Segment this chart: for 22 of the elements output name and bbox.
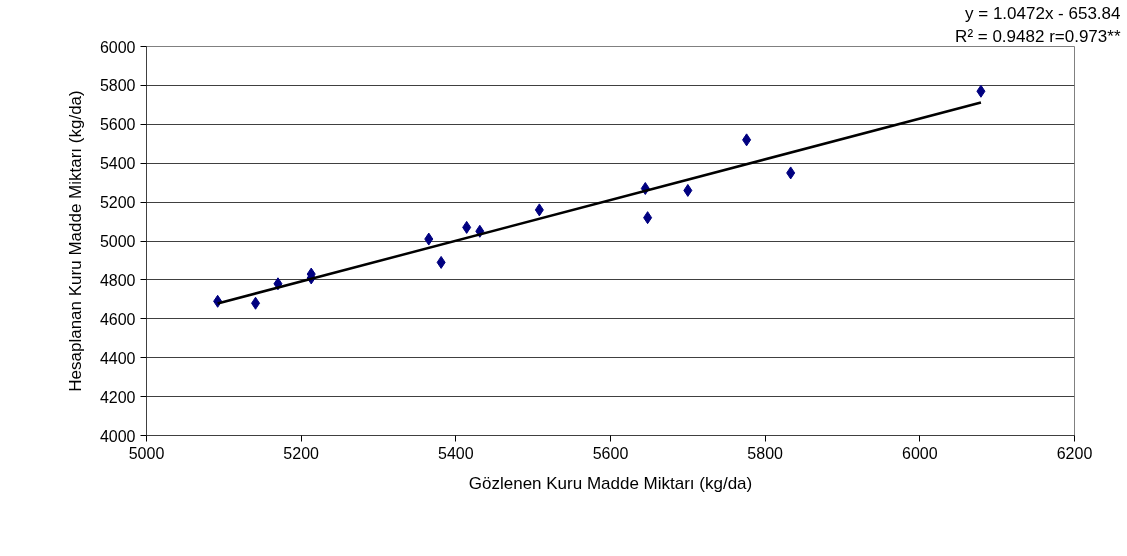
x-tick-label: 5000 <box>128 444 165 462</box>
y-tick-label: 5000 <box>99 233 136 250</box>
y-tick-label: 4000 <box>99 427 136 445</box>
y-tick-label: 4200 <box>99 388 136 406</box>
text: y = 1.0472x - 653.84 <box>965 3 1121 23</box>
x-tick-label: 5200 <box>283 444 320 462</box>
x-tick-label: 5400 <box>438 444 474 462</box>
x-axis-title: Gözlenen Kuru Madde Miktarı (kg/da) <box>468 473 753 493</box>
x-tick-label: 6000 <box>902 444 938 462</box>
y-tick-label: 4800 <box>99 271 136 289</box>
y-tick-label: 4400 <box>99 349 136 367</box>
y-tick-label: 5800 <box>99 77 136 95</box>
x-tick-label: 5600 <box>592 444 629 462</box>
x-tick-label: 5800 <box>747 444 784 462</box>
y-tick-label: 4600 <box>99 310 136 328</box>
x-tick-label: 6200 <box>1056 444 1093 462</box>
y-tick-label: 5200 <box>99 194 136 212</box>
y-tick-label: 6000 <box>99 38 136 56</box>
y-axis-title: Hesaplanan Kuru Madde Miktarı (kg/da) <box>65 90 85 392</box>
y-tick-label: 5600 <box>99 116 136 134</box>
y-tick-label: 5400 <box>99 155 136 173</box>
text: R² = 0.9482 r=0.973** <box>955 26 1121 46</box>
